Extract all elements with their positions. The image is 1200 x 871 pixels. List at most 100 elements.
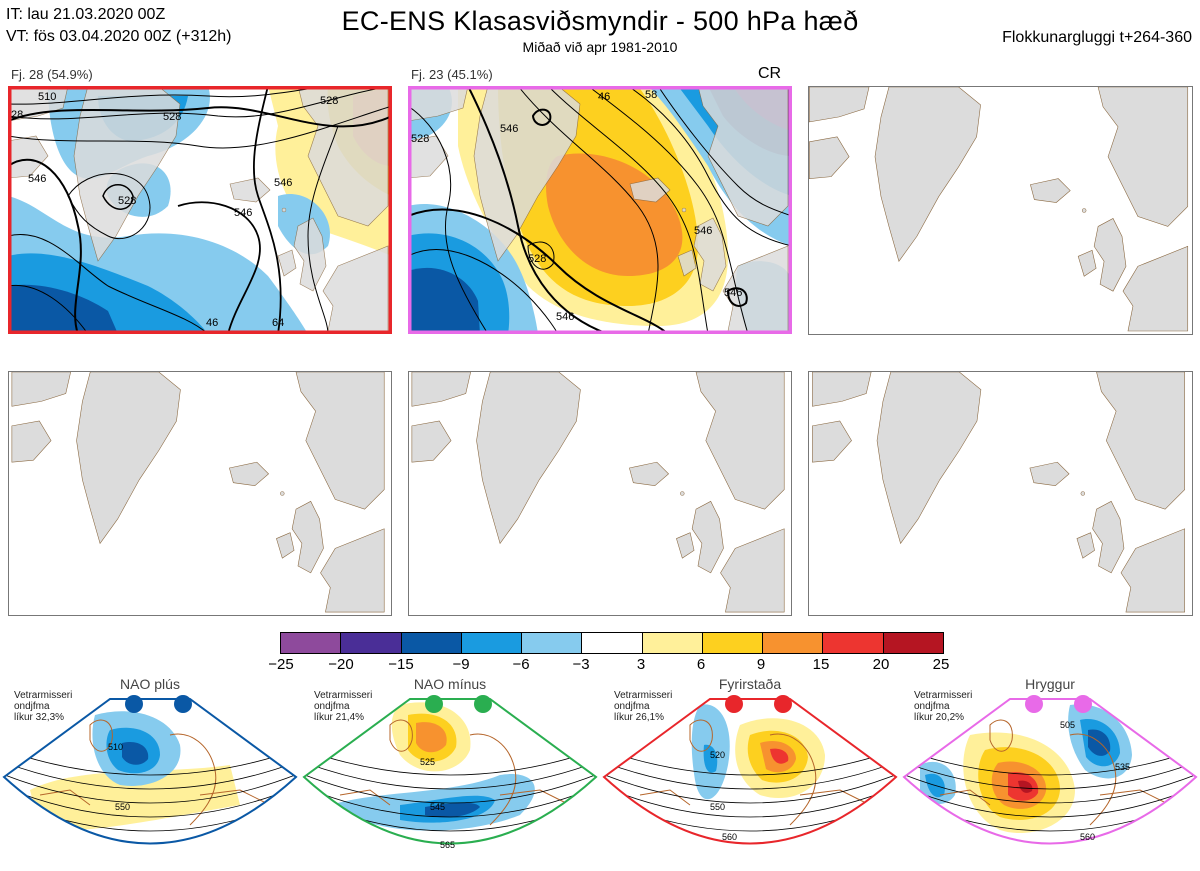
anomaly-area bbox=[1010, 852, 1040, 862]
regime-title: NAO mínus bbox=[413, 676, 487, 692]
anomaly-area bbox=[703, 744, 718, 773]
anomaly-area bbox=[770, 748, 789, 764]
regime-map: 525 545 565 NAO mínus Vetrarmisseri ondjfma lí… bbox=[300, 670, 600, 870]
cluster-map-2: 528 528 546 546 546 46 546 58 bbox=[408, 86, 792, 334]
colorbar-tick-label: −20 bbox=[328, 656, 354, 673]
colorbar-segment bbox=[341, 633, 402, 653]
contour-label: 528 bbox=[163, 111, 181, 123]
init-time: IT: lau 21.03.2020 00Z bbox=[6, 6, 166, 23]
height-contour bbox=[304, 744, 596, 776]
contour-label: 28 bbox=[11, 109, 23, 121]
contour-label: 546 bbox=[694, 225, 712, 237]
colorbar-segment bbox=[823, 633, 884, 653]
colorbar-tick-label: 3 bbox=[636, 656, 646, 673]
anomaly-area bbox=[1088, 729, 1111, 756]
contour-label: 46 bbox=[598, 91, 610, 103]
regime-frame bbox=[902, 698, 1198, 845]
regime-marker-dot bbox=[1025, 695, 1043, 713]
regime-title: Fyrirstaða bbox=[718, 676, 782, 692]
regime-marker-dot bbox=[474, 695, 492, 713]
contour-label: 545 bbox=[430, 802, 445, 812]
colorbar-segment bbox=[522, 633, 583, 653]
colorbar-tick-label: 15 bbox=[812, 656, 830, 673]
regime-marker-dot bbox=[425, 695, 443, 713]
contour-label: 528 bbox=[528, 253, 546, 265]
contour-label: 46 bbox=[206, 317, 218, 329]
panel2-cluster-label: Fj. 23 (45.1%) bbox=[411, 67, 493, 82]
contour-label: 58 bbox=[645, 89, 657, 101]
height-contour bbox=[4, 840, 296, 844]
regime-map: 505 535 560 Hryggur Vetrarmisseri ondjfma líku… bbox=[900, 670, 1200, 870]
height-contour bbox=[604, 744, 896, 776]
anomaly-area bbox=[425, 802, 480, 818]
contour-label: 528 bbox=[320, 95, 338, 107]
colorbar-tick-label: −6 bbox=[512, 656, 530, 673]
height-contour bbox=[904, 780, 1196, 818]
contour-label: 546 bbox=[724, 287, 742, 299]
regime-frame bbox=[2, 698, 298, 845]
anomaly-area bbox=[122, 741, 149, 765]
contour-label: 510 bbox=[108, 742, 123, 752]
contour-label: 565 bbox=[440, 840, 455, 850]
regime-marker-dot bbox=[725, 695, 743, 713]
contour-label: 550 bbox=[710, 802, 725, 812]
colorbar-tick-label: 25 bbox=[932, 656, 950, 673]
contour-label: 64 bbox=[272, 317, 284, 329]
header-run-info: IT: lau 21.03.2020 00Z VT: fös 03.04.202… bbox=[6, 4, 231, 48]
height-contour bbox=[604, 780, 896, 818]
panel1-cluster-label: Fj. 28 (54.9%) bbox=[11, 67, 93, 82]
height-contour bbox=[904, 768, 1196, 804]
colorbar-tick-label: 9 bbox=[756, 656, 766, 673]
height-contour bbox=[904, 840, 1196, 844]
colorbar-tick-label: −3 bbox=[572, 656, 590, 673]
cluster-map-1: 510 528 528 28 546 528 546 546 46 64 bbox=[8, 86, 392, 334]
cluster-map-empty-3 bbox=[808, 86, 1193, 335]
regime-probability-note: Vetrarmisseri ondjfma líkur 21,4% bbox=[314, 690, 373, 723]
classification-window: Flokkunargluggi t+264-360 bbox=[1002, 29, 1192, 46]
regime-frame bbox=[302, 698, 598, 845]
regime-marker-dot bbox=[125, 695, 143, 713]
height-contour bbox=[304, 768, 596, 804]
colorbar-segment bbox=[763, 633, 824, 653]
contour-label: 560 bbox=[722, 832, 737, 842]
height-contour bbox=[604, 840, 896, 844]
colorbar-segment bbox=[401, 633, 462, 653]
colorbar-tick-label: −25 bbox=[268, 656, 294, 673]
anomaly-area bbox=[416, 722, 447, 753]
contour-label: 546 bbox=[274, 177, 292, 189]
colorbar-segment bbox=[702, 633, 764, 653]
colorbar-segment bbox=[883, 633, 943, 653]
contour-label: 546 bbox=[234, 207, 252, 219]
contour-label: 550 bbox=[115, 802, 130, 812]
colorbar-tick-label: 20 bbox=[872, 656, 890, 673]
contour-label: 525 bbox=[420, 757, 435, 767]
colorbar-tick-label: −15 bbox=[388, 656, 414, 673]
colorbar-segment bbox=[281, 633, 342, 653]
contour-label: 520 bbox=[710, 750, 725, 760]
colorbar bbox=[280, 632, 944, 654]
regime-probability-note: Vetrarmisseri ondjfma líkur 32,3% bbox=[14, 690, 73, 723]
regime-marker-dot bbox=[174, 695, 192, 713]
regime-probability-note: Vetrarmisseri ondjfma líkur 20,2% bbox=[914, 690, 973, 723]
regime-map: 520 550 560 Fyrirstaða Vetrarmisseri ondjfma l… bbox=[600, 670, 900, 870]
anomaly-area bbox=[30, 765, 240, 831]
regime-title: NAO plús bbox=[120, 676, 180, 692]
regime-frame bbox=[602, 698, 898, 845]
colorbar-tick-label: −9 bbox=[452, 656, 470, 673]
contour-label: 546 bbox=[556, 311, 574, 323]
contour-label: 528 bbox=[411, 133, 429, 145]
colorbar-segment bbox=[642, 633, 703, 653]
height-contour bbox=[4, 756, 296, 790]
height-contour bbox=[304, 756, 596, 790]
page-title: EC-ENS Klasasviðsmyndir - 500 hPa hæð bbox=[341, 6, 859, 36]
cluster-map-empty-5 bbox=[408, 371, 792, 616]
regime-map: 510 550 NAO plús Vetrarmisseri ondjfma líkur … bbox=[0, 670, 300, 870]
contour-label: 528 bbox=[118, 195, 136, 207]
contour-label: 546 bbox=[28, 173, 46, 185]
page-subtitle: Miðað við apr 1981-2010 bbox=[522, 39, 678, 55]
height-contour bbox=[4, 780, 296, 818]
contour-label: 546 bbox=[500, 123, 518, 135]
anomaly-area bbox=[1018, 780, 1033, 793]
contour-label: 505 bbox=[1060, 720, 1075, 730]
panel2-frame bbox=[408, 86, 792, 334]
